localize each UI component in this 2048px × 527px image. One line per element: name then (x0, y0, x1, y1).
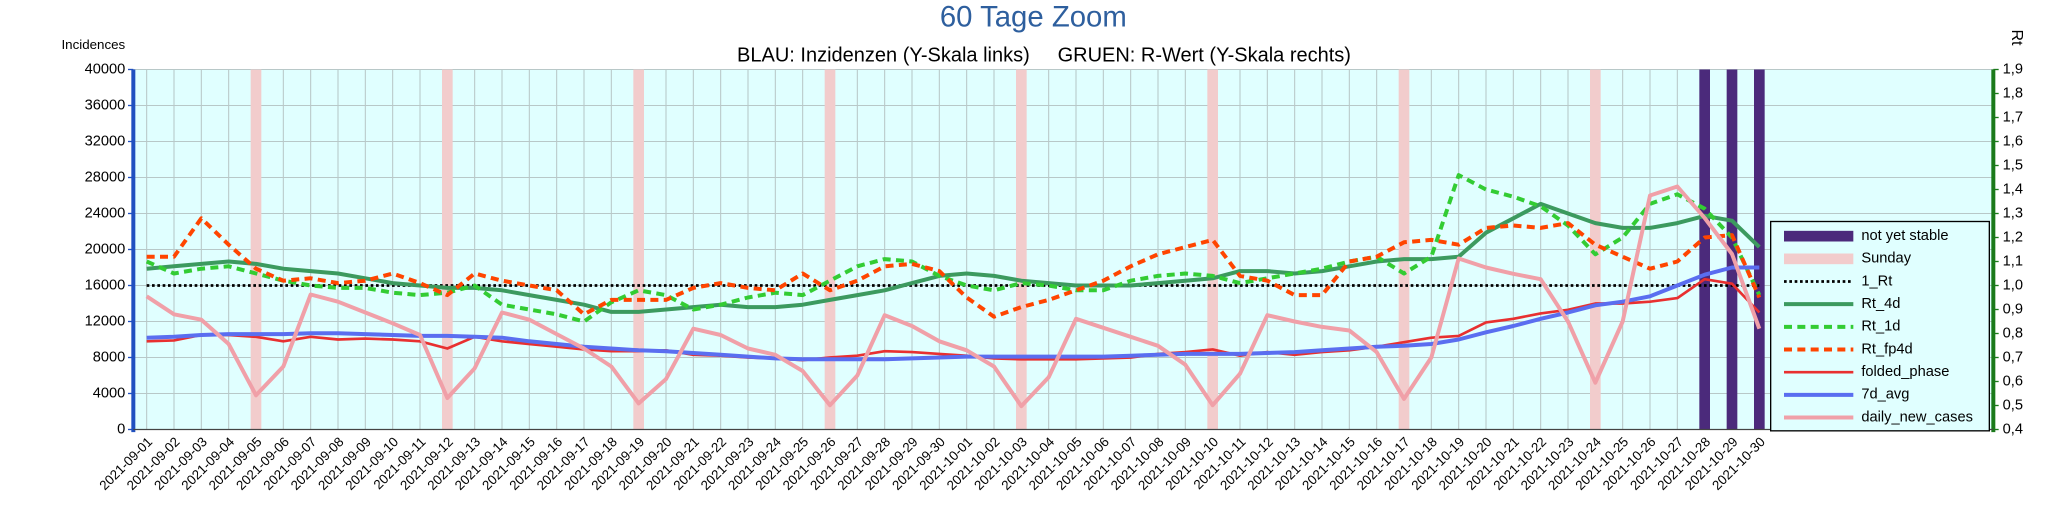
chart-subtitle: BLAU: Inzidenzen (Y-Skala links) GRUEN: … (737, 44, 1351, 66)
y2-tick-label: 0,7 (2003, 349, 2023, 365)
band (1590, 69, 1601, 430)
series-line (146, 201, 1761, 314)
band (633, 69, 644, 430)
series-line (146, 265, 1760, 362)
y2-tick-label: 1,7 (2003, 109, 2023, 125)
y2-tick-label: 0,8 (2003, 325, 2023, 341)
legend-label: Rt_1d (1861, 319, 1900, 335)
series-line (145, 184, 1762, 409)
legend-swatch (1784, 253, 1854, 265)
band (1754, 69, 1765, 430)
y2-tick-label: 0,5 (2003, 397, 2023, 413)
y-tick-label: 40000 (85, 61, 126, 77)
y2-tick-label: 1,5 (2003, 157, 2023, 173)
y-tick-label: 24000 (85, 205, 126, 221)
y2-tick-label: 1,1 (2003, 253, 2023, 269)
legend-label: Rt_fp4d (1861, 341, 1912, 357)
y-tick-label: 32000 (85, 133, 126, 149)
band (442, 69, 453, 430)
band (1207, 69, 1218, 430)
y-tick-label: 8000 (93, 349, 126, 365)
y2-tick-label: 1,8 (2003, 85, 2023, 101)
legend-label: 7d_avg (1861, 387, 1909, 403)
y2-tick-label: 1,9 (2003, 61, 2023, 77)
y2-tick-label: 0,4 (2003, 421, 2023, 437)
band (1016, 69, 1027, 430)
y-tick-label: 4000 (93, 385, 126, 401)
y-axis-label: Incidences (61, 37, 125, 52)
legend-label: not yet stable (1861, 228, 1948, 244)
legend-label: Sunday (1861, 251, 1911, 267)
lines (145, 173, 1762, 409)
y-tick-label: 28000 (85, 169, 126, 185)
y-tick-label: 16000 (85, 277, 126, 293)
y2-tick-label: 0,6 (2003, 373, 2023, 389)
band (1699, 69, 1710, 430)
y2-tick-label: 1,3 (2003, 205, 2023, 221)
y-tick-label: 0 (117, 421, 125, 437)
y-tick-label: 36000 (85, 97, 126, 113)
band (250, 69, 262, 430)
legend-label: 1_Rt (1861, 273, 1892, 289)
y2-tick-label: 1,0 (2003, 277, 2023, 293)
series-line (146, 216, 1762, 319)
legend-label: Rt_4d (1861, 296, 1900, 312)
legend-swatch (1784, 230, 1854, 242)
chart-title: 60 Tage Zoom (940, 1, 1127, 34)
legend-label: daily_new_cases (1861, 409, 1973, 425)
y2-tick-label: 1,4 (2003, 181, 2023, 197)
legend: not yet stable Sunday 1_Rt Rt_4d Rt_1d Rt_fp4… (1770, 220, 1990, 432)
band (824, 69, 836, 430)
y-tick-label: 20000 (85, 241, 126, 257)
bands (250, 69, 1765, 430)
y2-axis-label: Rt (2008, 30, 2025, 47)
series-line (146, 277, 1761, 362)
band (1726, 69, 1738, 430)
band (1398, 69, 1410, 430)
y2-tick-label: 1,6 (2003, 133, 2023, 149)
y-tick-label: 12000 (85, 313, 126, 329)
y2-tick-label: 1,2 (2003, 229, 2023, 245)
y2-tick-label: 0,9 (2003, 301, 2023, 317)
legend-label: folded_phase (1861, 364, 1949, 380)
